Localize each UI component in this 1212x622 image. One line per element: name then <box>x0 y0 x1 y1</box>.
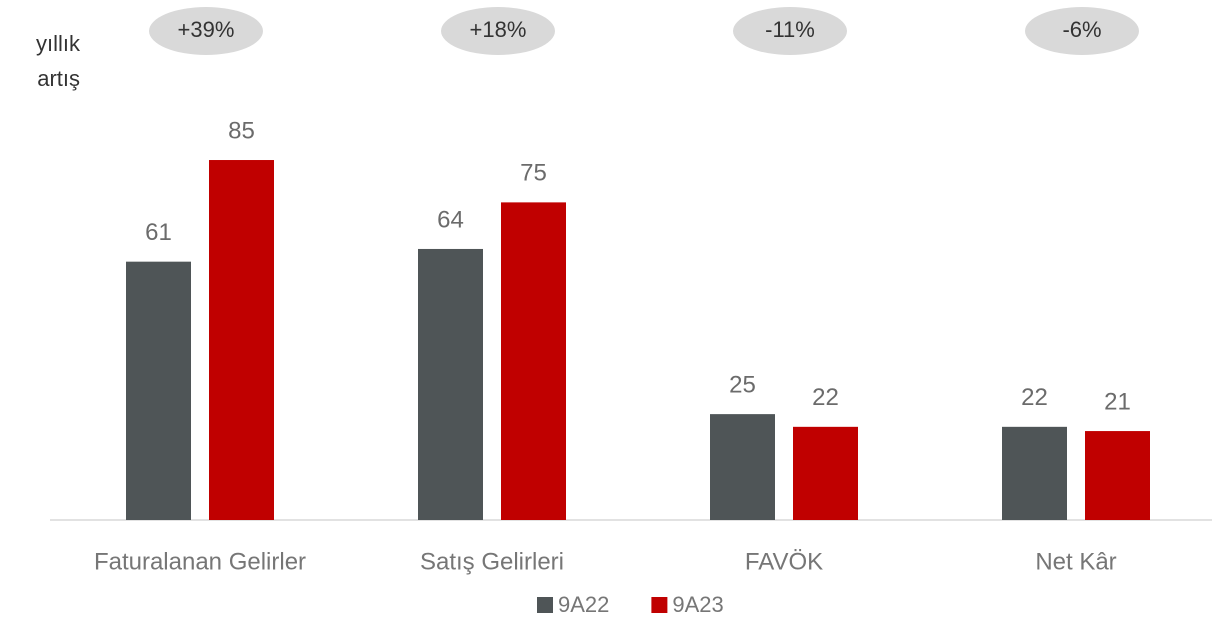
bar <box>793 426 858 520</box>
annotation: -11% <box>765 17 815 42</box>
legend-label: 9A22 <box>558 592 609 617</box>
annotation-bubble <box>149 7 263 55</box>
bar <box>418 248 483 520</box>
bar <box>209 160 274 520</box>
x-tick-label: FAVÖK <box>745 548 823 575</box>
bar <box>501 202 566 520</box>
data-label: 22 <box>812 384 839 411</box>
annotation-title: artış <box>37 66 80 91</box>
data-label: 85 <box>228 117 255 144</box>
data-label: 64 <box>437 206 464 233</box>
data-label: 61 <box>145 219 172 246</box>
bar <box>1085 431 1150 520</box>
legend-swatch <box>651 597 668 613</box>
data-label: 25 <box>729 371 756 398</box>
annotation-bubble <box>441 7 555 55</box>
annotation: +39% <box>178 17 235 42</box>
legend-swatch <box>537 597 553 613</box>
annotation: +18% <box>470 17 527 42</box>
annotation: -6% <box>1062 17 1101 42</box>
bar <box>1002 426 1067 520</box>
data-label: 21 <box>1104 388 1131 415</box>
data-label: 22 <box>1021 384 1048 411</box>
legend-label: 9A23 <box>672 592 723 617</box>
x-tick-label: Net Kâr <box>1035 548 1116 575</box>
bar <box>710 414 775 520</box>
annotation-bubble <box>1025 7 1139 55</box>
data-label: 75 <box>520 160 547 187</box>
annotation-title: yıllık <box>36 31 81 56</box>
bar <box>126 261 191 520</box>
x-tick-label: Faturalanan Gelirler <box>94 548 306 575</box>
x-tick-label: Satış Gelirleri <box>420 548 564 575</box>
annotation-bubble <box>733 7 847 55</box>
